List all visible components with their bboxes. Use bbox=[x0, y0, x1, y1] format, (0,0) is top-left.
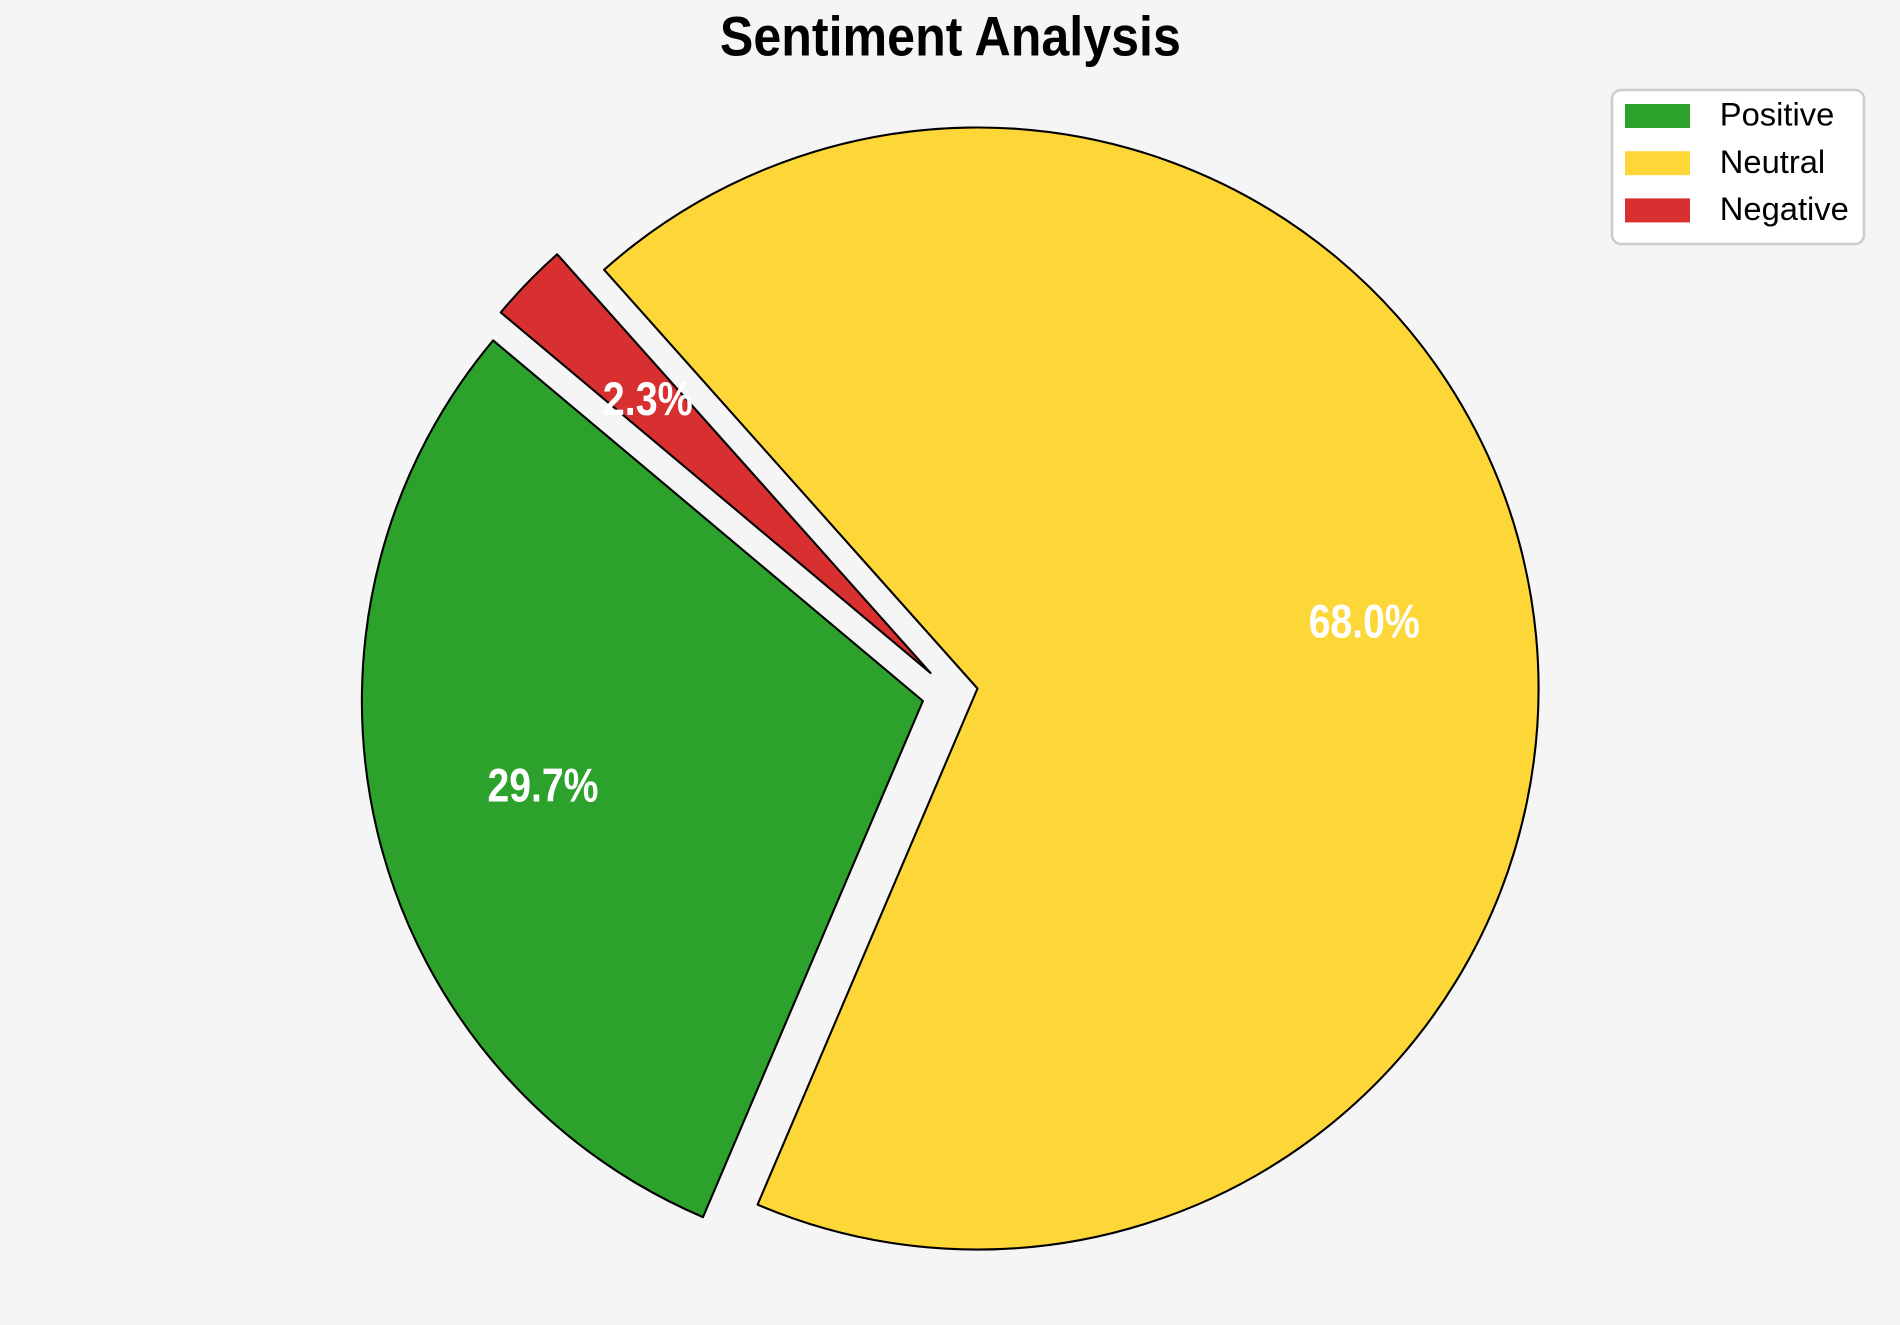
svg-text:Negative: Negative bbox=[1720, 190, 1849, 227]
svg-text:Positive: Positive bbox=[1720, 96, 1834, 133]
svg-text:29.7%: 29.7% bbox=[488, 759, 599, 812]
svg-text:Sentiment Analysis: Sentiment Analysis bbox=[720, 6, 1181, 68]
svg-text:68.0%: 68.0% bbox=[1309, 595, 1420, 648]
svg-text:Neutral: Neutral bbox=[1720, 143, 1825, 180]
svg-text:2.3%: 2.3% bbox=[603, 372, 693, 425]
